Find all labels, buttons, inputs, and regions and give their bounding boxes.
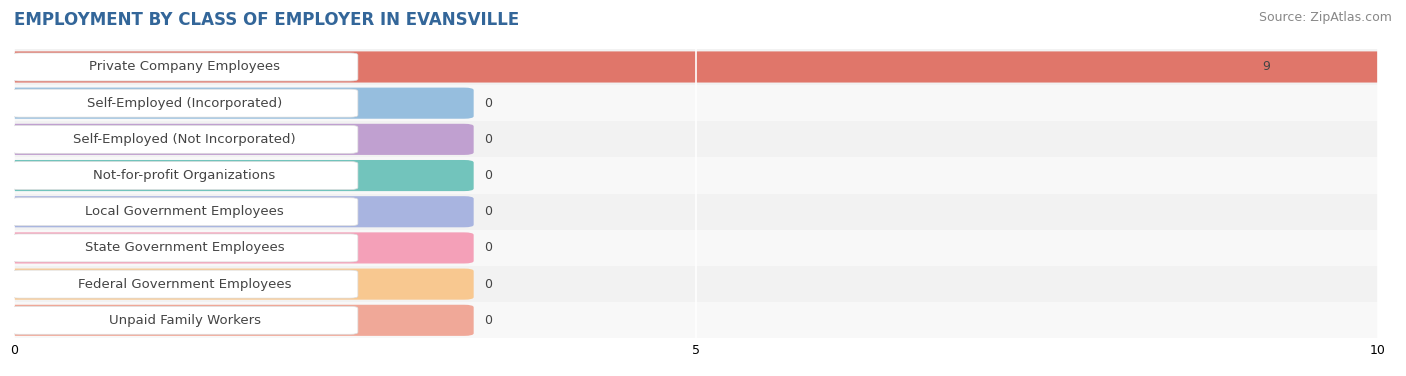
- FancyBboxPatch shape: [11, 270, 359, 298]
- Bar: [14, 158, 1378, 194]
- FancyBboxPatch shape: [4, 196, 474, 227]
- Bar: [14, 230, 1378, 266]
- Bar: [14, 121, 1378, 158]
- Text: 0: 0: [485, 241, 492, 255]
- Text: 0: 0: [485, 277, 492, 291]
- Text: 0: 0: [485, 97, 492, 110]
- FancyBboxPatch shape: [4, 232, 474, 264]
- FancyBboxPatch shape: [4, 52, 1388, 83]
- FancyBboxPatch shape: [11, 162, 359, 190]
- FancyBboxPatch shape: [11, 89, 359, 117]
- Text: 9: 9: [1263, 61, 1270, 73]
- Bar: [14, 266, 1378, 302]
- FancyBboxPatch shape: [4, 305, 474, 336]
- Text: Self-Employed (Not Incorporated): Self-Employed (Not Incorporated): [73, 133, 295, 146]
- Text: Local Government Employees: Local Government Employees: [86, 205, 284, 218]
- Bar: [14, 194, 1378, 230]
- FancyBboxPatch shape: [4, 88, 474, 119]
- Text: Federal Government Employees: Federal Government Employees: [77, 277, 291, 291]
- FancyBboxPatch shape: [4, 268, 474, 300]
- FancyBboxPatch shape: [11, 125, 359, 153]
- Text: EMPLOYMENT BY CLASS OF EMPLOYER IN EVANSVILLE: EMPLOYMENT BY CLASS OF EMPLOYER IN EVANS…: [14, 11, 519, 29]
- Text: 0: 0: [485, 169, 492, 182]
- FancyBboxPatch shape: [11, 53, 359, 81]
- Bar: [14, 49, 1378, 85]
- Text: 0: 0: [485, 314, 492, 327]
- Text: Self-Employed (Incorporated): Self-Employed (Incorporated): [87, 97, 283, 110]
- Text: Not-for-profit Organizations: Not-for-profit Organizations: [93, 169, 276, 182]
- FancyBboxPatch shape: [11, 234, 359, 262]
- Text: Unpaid Family Workers: Unpaid Family Workers: [108, 314, 260, 327]
- Text: State Government Employees: State Government Employees: [84, 241, 284, 255]
- Text: 0: 0: [485, 133, 492, 146]
- FancyBboxPatch shape: [4, 124, 474, 155]
- Text: 0: 0: [485, 205, 492, 218]
- FancyBboxPatch shape: [11, 198, 359, 226]
- Bar: [14, 302, 1378, 338]
- Bar: [14, 85, 1378, 121]
- FancyBboxPatch shape: [11, 306, 359, 334]
- Text: Private Company Employees: Private Company Employees: [89, 61, 280, 73]
- FancyBboxPatch shape: [4, 160, 474, 191]
- Text: Source: ZipAtlas.com: Source: ZipAtlas.com: [1258, 11, 1392, 24]
